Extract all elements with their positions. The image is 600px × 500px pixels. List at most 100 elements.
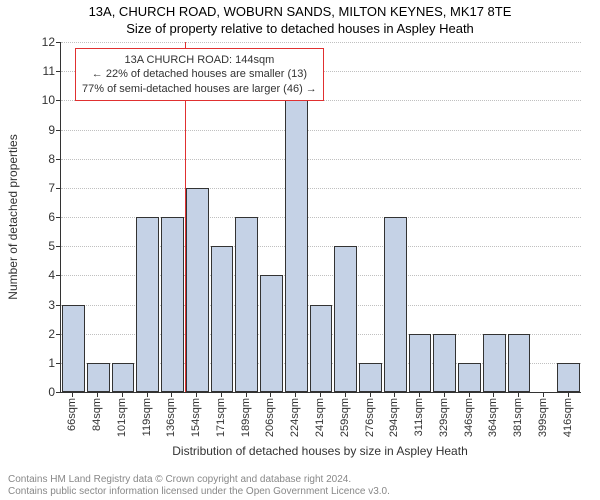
x-tick	[97, 392, 98, 397]
y-tick	[56, 363, 61, 364]
bar	[557, 363, 580, 392]
annotation-line1: 13A CHURCH ROAD: 144sqm	[82, 53, 317, 67]
bar	[161, 217, 184, 392]
y-tick-label: 4	[25, 268, 55, 282]
y-tick-label: 0	[25, 385, 55, 399]
x-tick-label: 241sqm	[314, 398, 326, 437]
bar	[260, 275, 283, 392]
gridline	[61, 188, 581, 189]
x-tick	[320, 392, 321, 397]
x-tick-label: 399sqm	[537, 398, 549, 437]
x-tick	[543, 392, 544, 397]
bar	[87, 363, 110, 392]
x-tick	[147, 392, 148, 397]
y-tick-label: 12	[25, 35, 55, 49]
bar	[136, 217, 159, 392]
y-tick	[56, 246, 61, 247]
footer-line1: Contains HM Land Registry data © Crown c…	[8, 474, 592, 486]
y-tick-label: 10	[25, 93, 55, 107]
footer-line2: Contains public sector information licen…	[8, 486, 592, 498]
chart-container: 13A, CHURCH ROAD, WOBURN SANDS, MILTON K…	[0, 0, 600, 500]
bar	[235, 217, 258, 392]
bar	[359, 363, 382, 392]
y-tick	[56, 100, 61, 101]
x-tick-label: 136sqm	[165, 398, 177, 437]
x-axis-label: Distribution of detached houses by size …	[60, 444, 580, 458]
bar	[458, 363, 481, 392]
y-tick-label: 2	[25, 327, 55, 341]
y-tick	[56, 305, 61, 306]
footer-text: Contains HM Land Registry data © Crown c…	[8, 474, 592, 498]
y-tick	[56, 159, 61, 160]
bar	[334, 246, 357, 392]
y-tick	[56, 71, 61, 72]
bar	[433, 334, 456, 392]
x-tick	[518, 392, 519, 397]
x-tick	[568, 392, 569, 397]
x-tick-label: 119sqm	[141, 398, 153, 436]
x-tick-label: 311sqm	[413, 398, 425, 436]
y-tick	[56, 42, 61, 43]
annotation-box: 13A CHURCH ROAD: 144sqm ← 22% of detache…	[75, 48, 324, 101]
x-tick-label: 154sqm	[190, 398, 202, 437]
y-tick	[56, 188, 61, 189]
y-tick	[56, 392, 61, 393]
y-tick-label: 8	[25, 152, 55, 166]
x-tick	[295, 392, 296, 397]
x-tick	[196, 392, 197, 397]
x-tick-label: 416sqm	[562, 398, 574, 437]
chart-title-line2: Size of property relative to detached ho…	[0, 21, 600, 36]
bar	[310, 305, 333, 393]
x-tick-label: 84sqm	[91, 398, 103, 431]
x-tick-label: 259sqm	[339, 398, 351, 437]
gridline	[61, 42, 581, 43]
x-tick	[246, 392, 247, 397]
gridline	[61, 130, 581, 131]
bar	[409, 334, 432, 392]
y-tick	[56, 334, 61, 335]
bar	[384, 217, 407, 392]
y-axis-label: Number of detached properties	[6, 42, 20, 392]
x-tick	[171, 392, 172, 397]
y-tick-label: 3	[25, 298, 55, 312]
x-tick-label: 346sqm	[463, 398, 475, 437]
y-tick-label: 7	[25, 181, 55, 195]
x-tick-label: 206sqm	[264, 398, 276, 437]
x-tick	[469, 392, 470, 397]
bar	[483, 334, 506, 392]
y-tick-label: 11	[25, 64, 55, 78]
x-tick	[419, 392, 420, 397]
annotation-line2: ← 22% of detached houses are smaller (13…	[82, 67, 317, 81]
y-tick	[56, 275, 61, 276]
x-tick	[444, 392, 445, 397]
bar	[508, 334, 531, 392]
gridline	[61, 159, 581, 160]
x-tick	[221, 392, 222, 397]
x-tick-label: 189sqm	[240, 398, 252, 437]
x-tick-label: 364sqm	[487, 398, 499, 437]
x-tick-label: 66sqm	[66, 398, 78, 431]
x-tick	[394, 392, 395, 397]
bar	[211, 246, 234, 392]
x-tick	[370, 392, 371, 397]
x-tick-label: 171sqm	[215, 398, 227, 437]
y-tick-label: 1	[25, 356, 55, 370]
x-tick-label: 276sqm	[364, 398, 376, 437]
y-tick	[56, 217, 61, 218]
bar	[285, 100, 308, 392]
x-tick-label: 101sqm	[116, 398, 128, 437]
bar	[112, 363, 135, 392]
bar	[186, 188, 209, 392]
annotation-line3: 77% of semi-detached houses are larger (…	[82, 82, 317, 96]
chart-title-line1: 13A, CHURCH ROAD, WOBURN SANDS, MILTON K…	[0, 4, 600, 19]
x-tick-label: 329sqm	[438, 398, 450, 437]
x-tick	[72, 392, 73, 397]
y-tick-label: 9	[25, 123, 55, 137]
x-tick-label: 294sqm	[388, 398, 400, 437]
bar	[62, 305, 85, 393]
y-tick-label: 5	[25, 239, 55, 253]
y-tick	[56, 130, 61, 131]
x-tick	[122, 392, 123, 397]
x-tick-label: 224sqm	[289, 398, 301, 437]
y-tick-label: 6	[25, 210, 55, 224]
